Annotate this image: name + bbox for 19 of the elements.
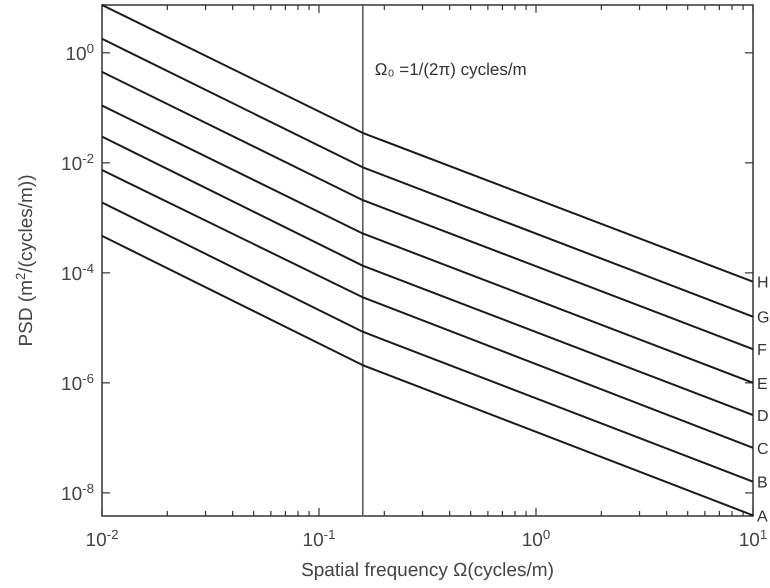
series-label: C — [757, 440, 769, 458]
y-tick-label: 10$^{0}$ — [65, 40, 94, 65]
series-label: G — [757, 310, 770, 327]
x-tick-label: 10$^{1}$ — [738, 526, 768, 551]
annotation: Ω₀ =1/(2π) cycles/m — [374, 60, 527, 79]
y-tick-label: 10$^{-2}$ — [61, 150, 94, 175]
series-label: F — [757, 342, 767, 360]
series-label: E — [757, 376, 768, 393]
y-tick-label: 10$^{-8}$ — [61, 480, 94, 505]
x-tick-label: 10$^{-1}$ — [302, 526, 336, 551]
series-label: H — [757, 274, 769, 292]
series-label: B — [757, 474, 768, 492]
y-tick-label: 10$^{-4}$ — [61, 260, 94, 285]
x-tick-label: 10$^{-2}$ — [86, 526, 118, 551]
series-label: A — [757, 508, 768, 526]
y-tick-label: 10$^{-6}$ — [61, 370, 94, 395]
x-tick-label: 10$^{0}$ — [522, 526, 550, 551]
series-label: D — [757, 408, 769, 426]
x-axis-title: Spatial frequency Ω(cycles/m) — [301, 560, 554, 581]
